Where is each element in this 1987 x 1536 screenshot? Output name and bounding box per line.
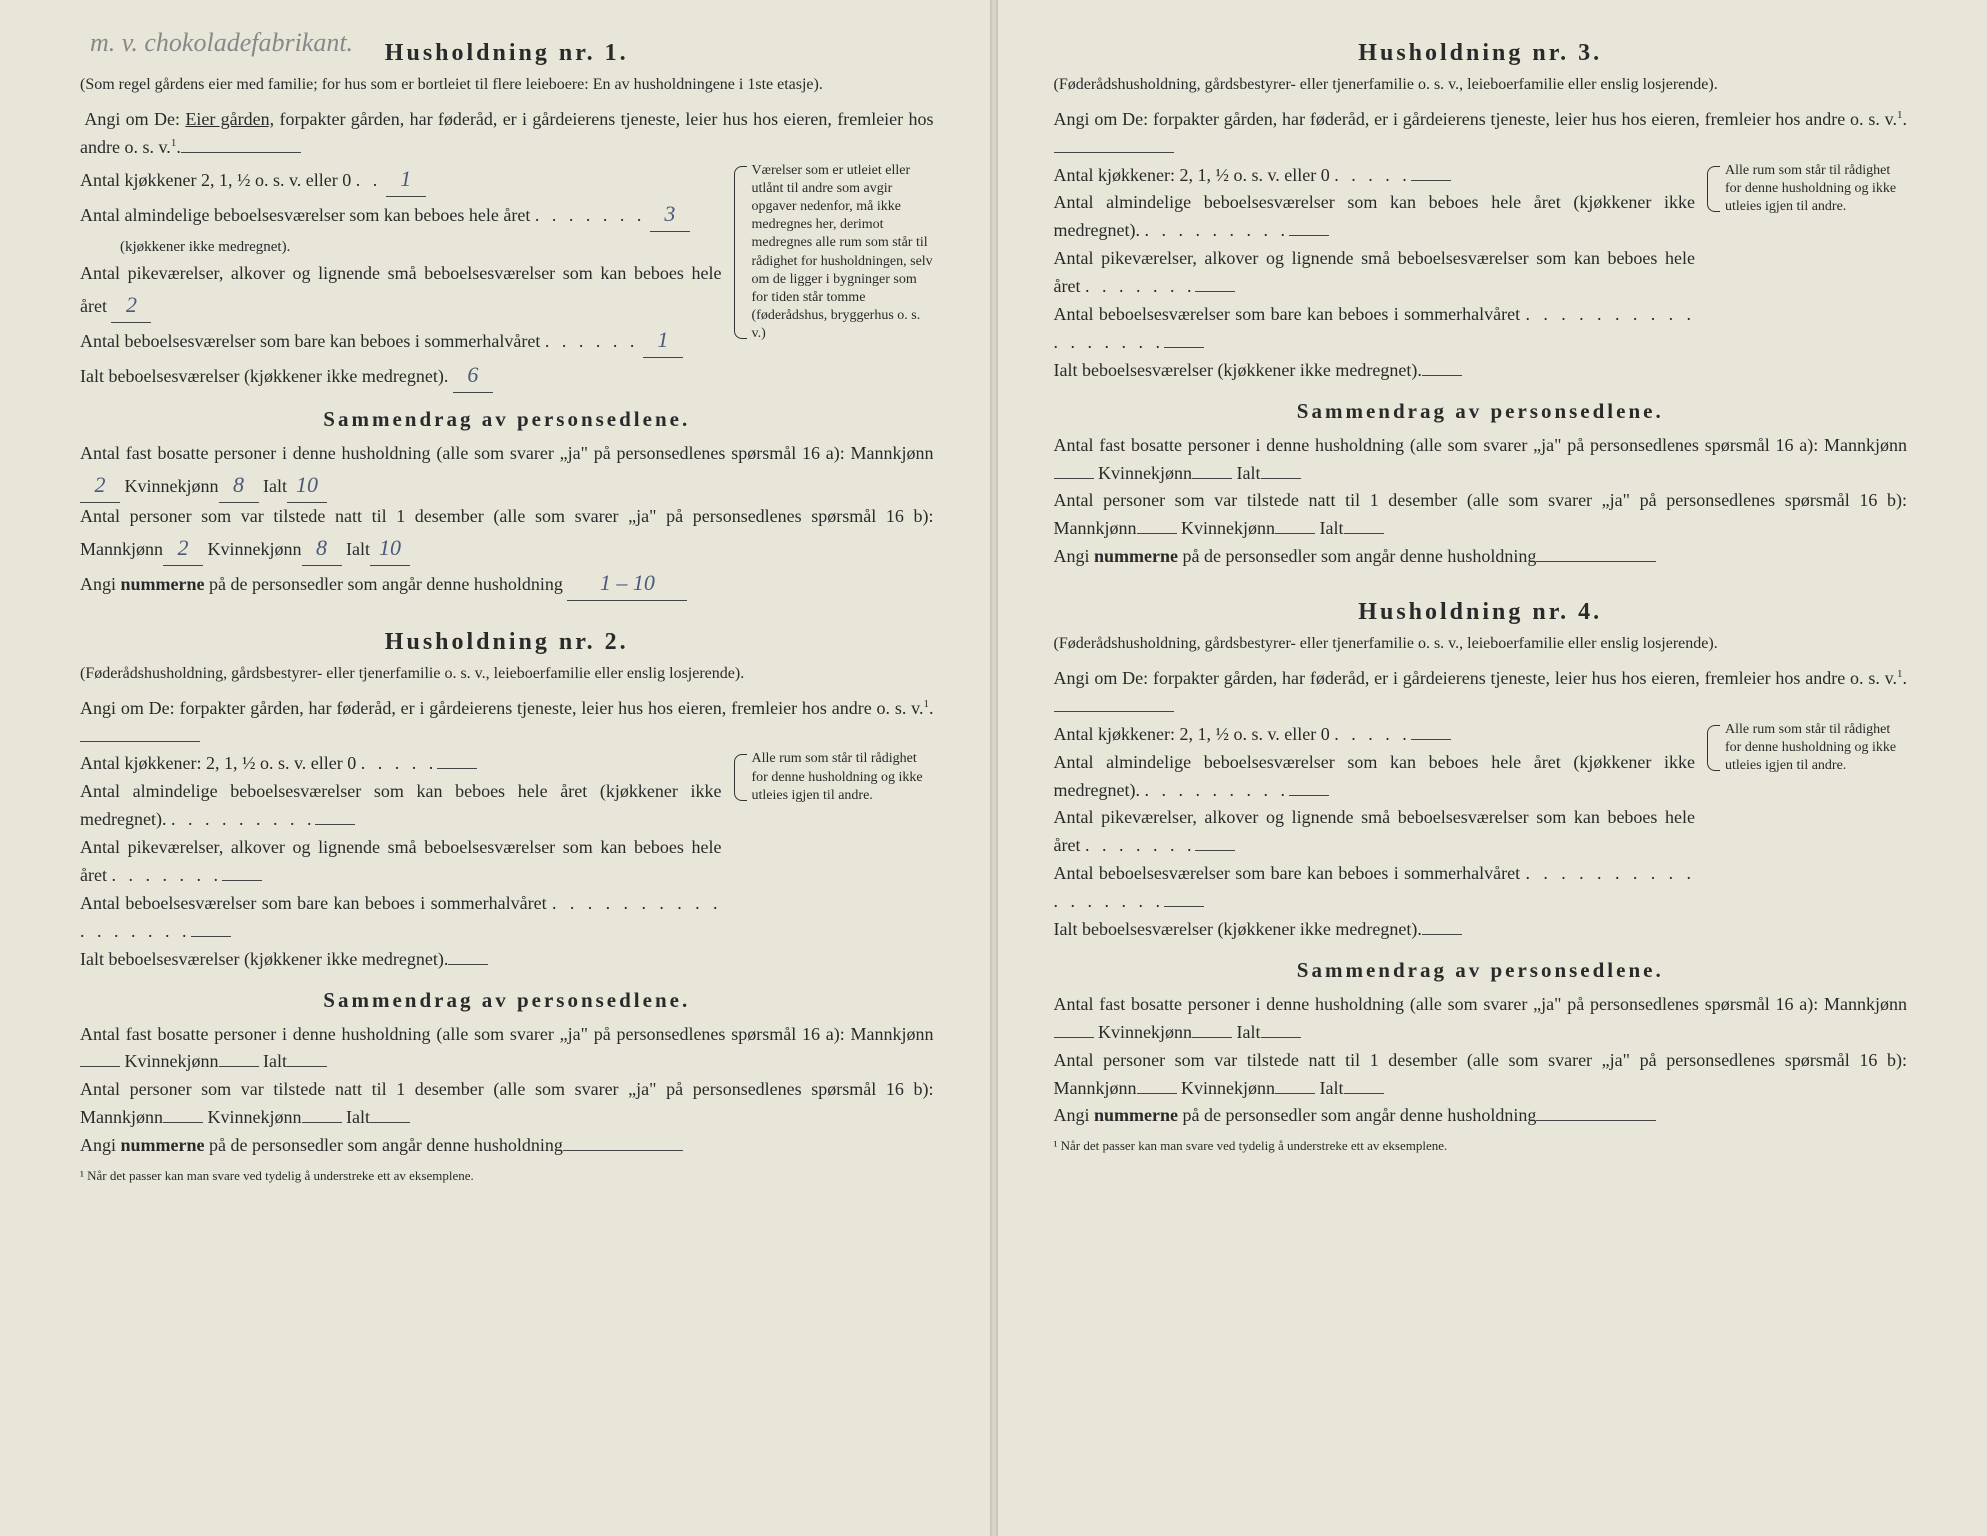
household-2-angi: Angi om De: forpakter gården, har føderå… [80,695,934,751]
kjokkener-val: 1 [386,162,426,197]
household-3-nummer: Angi nummerne på de personsedler som ang… [1054,543,1908,571]
household-3-subtitle: (Føderådshusholdning, gårdsbestyrer- ell… [1054,75,1908,96]
angi-blank [181,152,301,153]
household-4-nummer: Angi nummerne på de personsedler som ang… [1054,1102,1908,1130]
household-1-angi: Angi om De: Eier gården, forpakter gårde… [80,106,934,162]
household-2-title: Husholdning nr. 2. [80,629,934,656]
household-1-nummer: Angi nummerne på de personsedler som ang… [80,566,934,601]
household-3-summary-title: Sammendrag av personsedlene. [1054,399,1908,424]
sommer-val: 1 [643,323,683,358]
footnote-left: ¹ Når det passer kan man svare ved tydel… [80,1168,934,1184]
book-spine [990,0,998,1536]
household-1-fast: Antal fast bosatte personer i denne hush… [80,440,934,503]
ialt-row: Ialt beboelsesværelser (kjøkkener ikke m… [80,358,722,393]
angi-underlined: Eier gården, [185,109,274,129]
ialt-val: 6 [453,358,493,393]
household-1-rooms: Antal kjøkkener 2, 1, ½ o. s. v. eller 0… [80,162,934,393]
household-2-subtitle: (Føderådshusholdning, gårdsbestyrer- ell… [80,664,934,685]
sommer-row: Antal beboelsesværelser som bare kan beb… [80,323,722,358]
alm-row: Antal almindelige beboelsesværelser som … [80,197,722,260]
household-3: Husholdning nr. 3. (Føderådshusholdning,… [1054,40,1908,571]
left-page: m. v. chokoladefabrikant. Husholdning nr… [0,0,994,1536]
fast-mann: 2 [80,468,120,503]
kjokkener-row: Antal kjøkkener 2, 1, ½ o. s. v. eller 0… [80,162,722,197]
fast-kvinne: 8 [219,468,259,503]
alm-val: 3 [650,197,690,232]
fast-ialt: 10 [287,468,327,503]
household-1-sidenote: Værelser som er utleiet eller utlånt til… [734,162,934,344]
household-4-fast: Antal fast bosatte personer i denne hush… [1054,991,1908,1047]
nummer-val: 1 – 10 [567,566,687,601]
household-3-title: Husholdning nr. 3. [1054,40,1908,67]
tilstede-ialt: 10 [370,531,410,566]
household-4-tilstede: Antal personer som var tilstede natt til… [1054,1047,1908,1103]
household-1-summary-title: Sammendrag av personsedlene. [80,407,934,432]
tilstede-mann: 2 [163,531,203,566]
handwritten-annotation: m. v. chokoladefabrikant. [90,28,353,58]
pike-row: Antal pikeværelser, alkover og lignende … [80,260,722,323]
household-2: Husholdning nr. 2. (Føderådshusholdning,… [80,629,934,1184]
household-4-title: Husholdning nr. 4. [1054,599,1908,626]
household-4-summary-title: Sammendrag av personsedlene. [1054,958,1908,983]
household-1: Husholdning nr. 1. (Som regel gårdens ei… [80,40,934,601]
household-3-angi: Angi om De: forpakter gården, har føderå… [1054,106,1908,162]
household-2-sidenote: Alle rum som står til rådighet for denne… [734,750,934,805]
household-3-sidenote: Alle rum som står til rådighet for denne… [1707,162,1907,217]
household-2-summary-title: Sammendrag av personsedlene. [80,988,934,1013]
pike-val: 2 [111,288,151,323]
footnote-right: ¹ Når det passer kan man svare ved tydel… [1054,1138,1908,1154]
household-3-rooms: Antal kjøkkener: 2, 1, ½ o. s. v. eller … [1054,162,1908,385]
household-2-nummer: Angi nummerne på de personsedler som ang… [80,1132,934,1160]
household-4-subtitle: (Føderådshusholdning, gårdsbestyrer- ell… [1054,634,1908,655]
household-2-fast: Antal fast bosatte personer i denne hush… [80,1021,934,1077]
household-2-tilstede: Antal personer som var tilstede natt til… [80,1076,934,1132]
household-3-tilstede: Antal personer som var tilstede natt til… [1054,487,1908,543]
household-4: Husholdning nr. 4. (Føderådshusholdning,… [1054,599,1908,1154]
household-1-tilstede: Antal personer som var tilstede natt til… [80,503,934,566]
tilstede-kvinne: 8 [302,531,342,566]
household-1-subtitle: (Som regel gårdens eier med familie; for… [80,75,934,96]
household-2-rooms: Antal kjøkkener: 2, 1, ½ o. s. v. eller … [80,750,934,973]
household-4-sidenote: Alle rum som står til rådighet for denne… [1707,721,1907,776]
household-4-rooms: Antal kjøkkener: 2, 1, ½ o. s. v. eller … [1054,721,1908,944]
angi-prefix: Angi om De: [84,109,185,129]
household-3-fast: Antal fast bosatte personer i denne hush… [1054,432,1908,488]
right-page: Husholdning nr. 3. (Føderådshusholdning,… [994,0,1987,1536]
household-4-angi: Angi om De: forpakter gården, har føderå… [1054,665,1908,721]
